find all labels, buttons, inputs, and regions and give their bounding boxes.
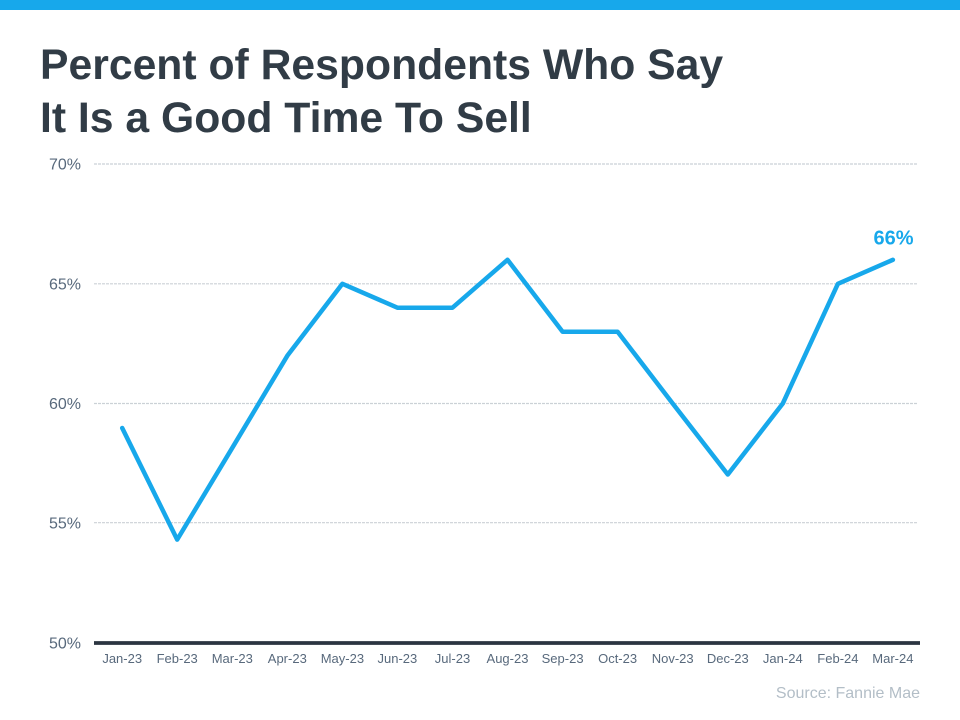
svg-text:Jan-23: Jan-23 <box>102 651 142 666</box>
svg-text:Jul-23: Jul-23 <box>435 651 470 666</box>
svg-text:Source: Fannie Mae: Source: Fannie Mae <box>776 685 920 702</box>
svg-text:Feb-24: Feb-24 <box>817 651 858 666</box>
svg-text:50%: 50% <box>49 636 81 653</box>
svg-text:May-23: May-23 <box>321 651 364 666</box>
svg-text:Apr-23: Apr-23 <box>268 651 307 666</box>
svg-text:Oct-23: Oct-23 <box>598 651 637 666</box>
svg-text:60%: 60% <box>49 396 81 413</box>
svg-text:Jun-23: Jun-23 <box>378 651 418 666</box>
svg-text:Mar-24: Mar-24 <box>872 651 913 666</box>
svg-text:Feb-23: Feb-23 <box>157 651 198 666</box>
svg-text:Nov-23: Nov-23 <box>652 651 694 666</box>
svg-text:65%: 65% <box>49 277 81 294</box>
svg-text:Jan-24: Jan-24 <box>763 651 803 666</box>
svg-text:Dec-23: Dec-23 <box>707 651 749 666</box>
svg-text:Mar-23: Mar-23 <box>212 651 253 666</box>
svg-text:Aug-23: Aug-23 <box>487 651 529 666</box>
svg-text:55%: 55% <box>49 515 81 532</box>
svg-text:66%: 66% <box>873 228 913 250</box>
svg-text:Sep-23: Sep-23 <box>542 651 584 666</box>
svg-text:70%: 70% <box>49 157 81 174</box>
